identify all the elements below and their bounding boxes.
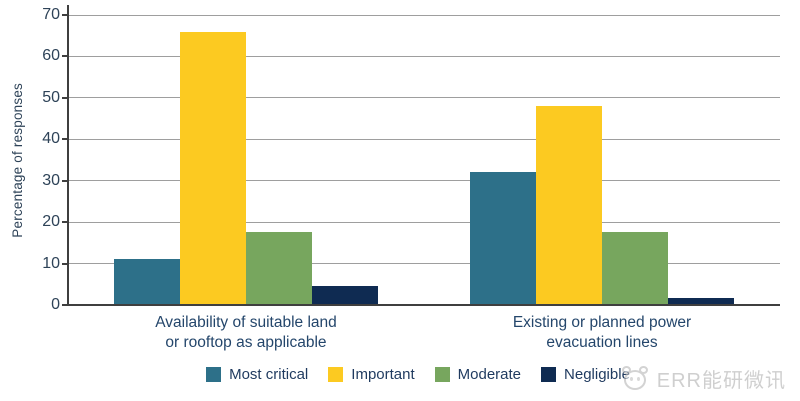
legend-label: Most critical [229,366,309,383]
legend-swatch-icon [206,367,222,382]
y-tick-mark-20 [62,221,69,224]
y-tick-mark-40 [62,138,69,141]
gridline-30 [68,180,780,182]
legend-label: Moderate [457,366,522,383]
bar-important-cat2 [536,106,602,305]
y-tick-label-30: 30 [42,171,60,189]
bar-negligible-cat1 [312,285,378,305]
y-tick-mark-30 [62,179,69,182]
bar-moderate-cat2 [602,231,668,305]
legend-item-most-critical: Most critical [206,366,308,383]
x-axis-line [68,304,780,306]
gridline-60 [68,55,780,57]
gridline-20 [68,221,780,223]
legend-swatch-icon [541,367,557,382]
legend: Most critical Important Moderate Negligible [0,366,800,383]
legend-item-negligible: Negligible [541,366,630,383]
y-tick-mark-0 [62,304,69,306]
y-tick-label-60: 60 [42,47,60,65]
y-tick-label-10: 10 [42,254,60,272]
legend-item-important: Important [328,366,415,383]
legend-swatch-icon [434,367,450,382]
y-tick-label-70: 70 [42,6,60,23]
bar-important-cat1 [180,31,246,305]
y-tick-mark-10 [62,262,69,265]
bar-most-critical-cat2 [470,172,536,305]
gridline-40 [68,138,780,140]
legend-label: Important [351,366,415,383]
legend-item-moderate: Moderate [434,366,522,383]
bar-moderate-cat1 [246,231,312,305]
bar-negligible-cat2 [668,297,734,305]
gridline-10 [68,263,780,265]
category-label-2: Existing or planned power evacuation lin… [512,314,692,351]
gridline-70 [68,14,780,16]
category-label-1: Availability of suitable land or rooftop… [155,314,337,351]
y-tick-mark-60 [62,55,69,58]
plot-area: 0 10 20 30 40 50 60 70 [42,6,780,313]
y-tick-mark-50 [62,96,69,99]
gridline-50 [68,97,780,99]
y-tick-label-50: 50 [42,88,60,106]
y-tick-label-20: 20 [42,213,60,231]
legend-label: Negligible [564,366,630,383]
legend-swatch-icon [328,367,344,382]
y-tick-label-40: 40 [42,130,60,148]
y-axis-line [67,5,69,306]
y-tick-label-0: 0 [51,296,60,313]
bar-most-critical-cat1 [114,259,180,305]
y-tick-mark-70 [62,14,69,16]
